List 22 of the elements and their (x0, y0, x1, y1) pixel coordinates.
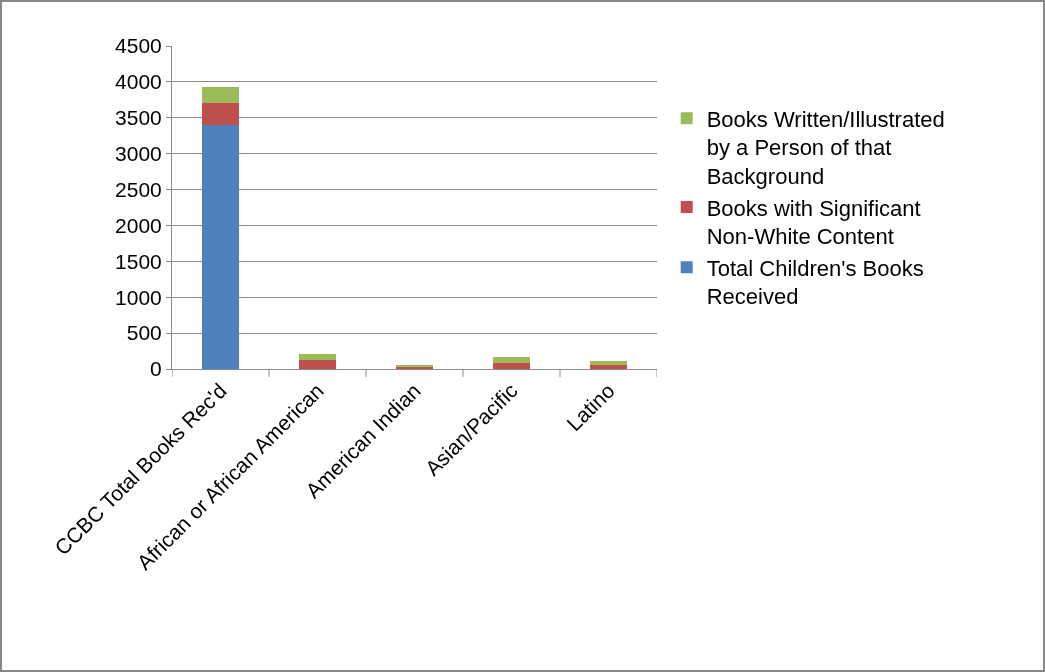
y-tick-label: 3500 (115, 106, 162, 130)
legend-label: Total Children's Books Received (706, 255, 924, 310)
bar (299, 360, 336, 369)
bar (493, 356, 530, 363)
y-tick-label: 4000 (115, 70, 162, 94)
legend-label: Books with Significant Non-White Content (706, 195, 921, 250)
bar (202, 124, 239, 369)
y-tick-label: 0 (150, 357, 162, 381)
bar (202, 103, 239, 125)
bar (202, 86, 239, 104)
legend-label: Books Written/Illustrated by a Person of that Background (706, 106, 945, 190)
y-tick-label: 4500 (115, 34, 162, 58)
bar (493, 362, 530, 369)
bar (590, 364, 627, 369)
y-tick-label: 2000 (115, 213, 162, 237)
y-tick-label: 1000 (115, 285, 162, 309)
y-tick-label: 2500 (115, 177, 162, 201)
y-tick-label: 500 (126, 321, 162, 345)
y-tick-label: 3000 (115, 142, 162, 166)
bar (590, 361, 627, 365)
y-tick-label: 1500 (115, 249, 162, 273)
bar (299, 353, 336, 361)
